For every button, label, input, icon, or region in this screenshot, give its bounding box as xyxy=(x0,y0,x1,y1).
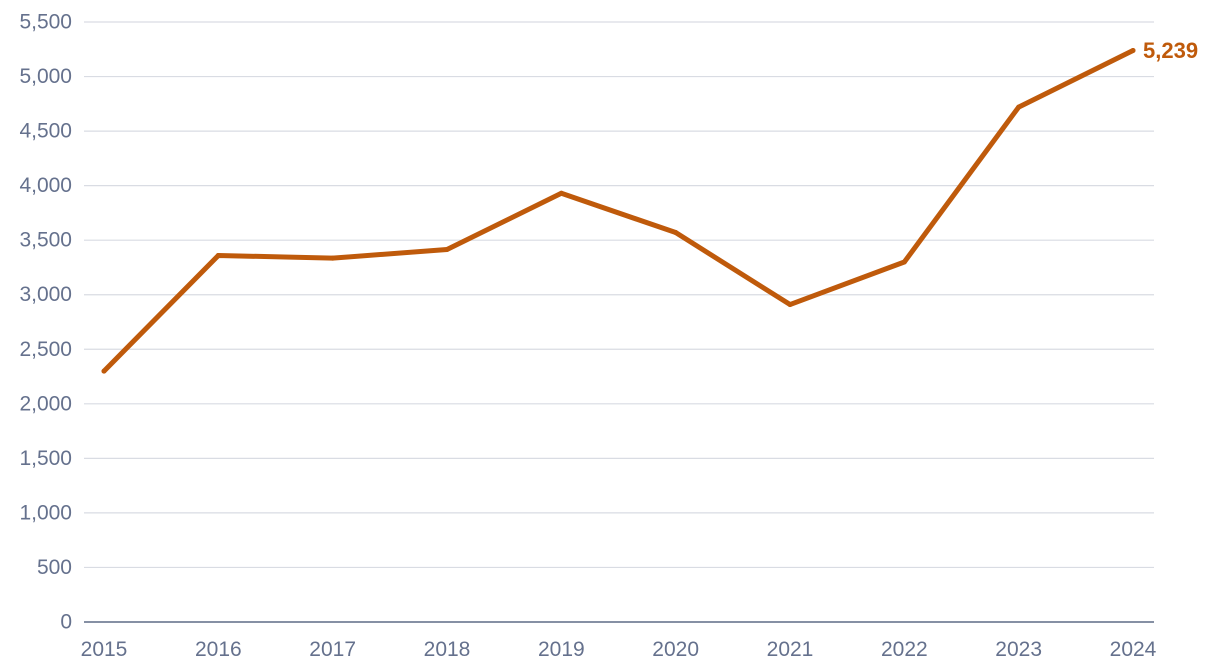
data-point xyxy=(558,190,564,196)
y-tick-label: 3,500 xyxy=(19,229,72,252)
data-point xyxy=(444,246,450,252)
data-point xyxy=(787,302,793,308)
data-points xyxy=(101,47,1136,374)
y-tick-label: 3,000 xyxy=(19,283,72,306)
gridlines xyxy=(84,21,1154,569)
end-value-label: 5,239 xyxy=(1143,38,1198,63)
y-axis-ticks: 0 500 1,000 1,500 2,000 2,500 3,000 3,500 4,000 4… xyxy=(19,11,72,634)
y-tick-label: 2,000 xyxy=(19,392,72,415)
y-tick-label: 2,500 xyxy=(19,338,72,361)
y-tick-label: 500 xyxy=(37,556,72,579)
y-tick-label: 4,000 xyxy=(19,174,72,197)
x-tick-label: 2015 xyxy=(81,638,128,661)
y-tick-label: 1,000 xyxy=(19,501,72,524)
y-tick-label: 5,500 xyxy=(19,11,72,34)
y-tick-label: 1,500 xyxy=(19,447,72,470)
data-point xyxy=(1016,104,1022,110)
x-axis-ticks: 2015 2016 2017 2018 2019 2020 2021 2022 2023 2024 xyxy=(81,638,1157,661)
data-point xyxy=(673,230,679,236)
data-point xyxy=(215,252,221,258)
data-point xyxy=(1130,47,1136,53)
x-tick-label: 2018 xyxy=(424,638,471,661)
x-tick-label: 2022 xyxy=(881,638,928,661)
x-tick-label: 2023 xyxy=(995,638,1042,661)
x-tick-label: 2021 xyxy=(767,638,814,661)
y-tick-label: 0 xyxy=(60,611,72,634)
x-tick-label: 2016 xyxy=(195,638,242,661)
x-tick-label: 2024 xyxy=(1110,638,1157,661)
data-point xyxy=(101,368,107,374)
x-tick-label: 2017 xyxy=(309,638,356,661)
x-tick-label: 2019 xyxy=(538,638,585,661)
y-tick-label: 4,500 xyxy=(19,120,72,143)
series-line xyxy=(101,47,1136,374)
x-tick-label: 2020 xyxy=(652,638,699,661)
data-point xyxy=(330,255,336,261)
data-point xyxy=(901,259,907,265)
y-tick-label: 5,000 xyxy=(19,65,72,88)
